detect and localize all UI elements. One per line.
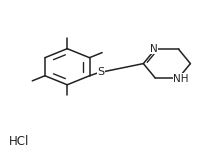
- Text: NH: NH: [173, 74, 189, 84]
- Text: S: S: [97, 67, 104, 77]
- Text: N: N: [150, 43, 158, 54]
- Text: HCl: HCl: [9, 135, 29, 148]
